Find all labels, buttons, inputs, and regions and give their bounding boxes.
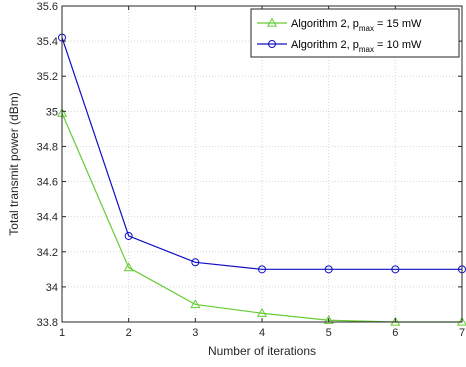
legend-entry: Algorithm 2, pmax = 10 mW (257, 39, 422, 54)
legend-entry: Algorithm 2, pmax = 15 mW (257, 17, 422, 33)
x-tick-label: 1 (59, 327, 65, 339)
y-tick-label: 35.6 (37, 1, 58, 13)
x-tick-label: 6 (392, 327, 398, 339)
legend-label: Algorithm 2, pmax = 15 mW (291, 18, 422, 33)
data-point (390, 316, 401, 326)
series-layer (56, 33, 466, 326)
y-tick-label: 34 (46, 282, 58, 294)
legend-label: Algorithm 2, pmax = 10 mW (291, 39, 422, 54)
data-point (190, 299, 201, 309)
y-tick-label: 34.8 (37, 141, 58, 153)
y-tick-label: 34.4 (37, 212, 58, 224)
x-tick-label: 2 (126, 327, 132, 339)
data-point (323, 315, 334, 324)
y-tick-label: 33.8 (37, 317, 58, 329)
data-point (456, 316, 466, 326)
y-tick-label: 35 (46, 106, 58, 118)
legend-marker (266, 17, 278, 27)
data-point (258, 265, 266, 274)
data-point (123, 262, 134, 272)
ticks: 1 2 3 4 5 6 733.83434.234.434.634.83535.235.43… (37, 1, 465, 339)
data-point (256, 308, 268, 317)
x-axis-label: Number of iterations (208, 344, 316, 358)
x-tick-label: 4 (259, 327, 265, 339)
y-tick-label: 34.6 (37, 177, 58, 189)
data-point (324, 265, 333, 274)
data-point (391, 265, 400, 274)
y-axis-label: Total transmit power (dBm) (7, 92, 21, 235)
y-tick-label: 34.2 (37, 247, 58, 259)
x-tick-label: 5 (326, 327, 332, 339)
legend: Algorithm 2, pmax = 15 mW Algorithm 2, pm… (250, 8, 460, 58)
legend-marker (268, 40, 276, 48)
series-line (61, 37, 462, 270)
x-tick-label: 7 (459, 327, 465, 339)
y-tick-label: 35.2 (37, 71, 58, 83)
data-point (191, 258, 200, 267)
y-tick-label: 35.4 (37, 36, 58, 48)
data-point (124, 231, 133, 240)
legend-box (250, 8, 460, 58)
x-tick-label: 3 (192, 327, 198, 339)
